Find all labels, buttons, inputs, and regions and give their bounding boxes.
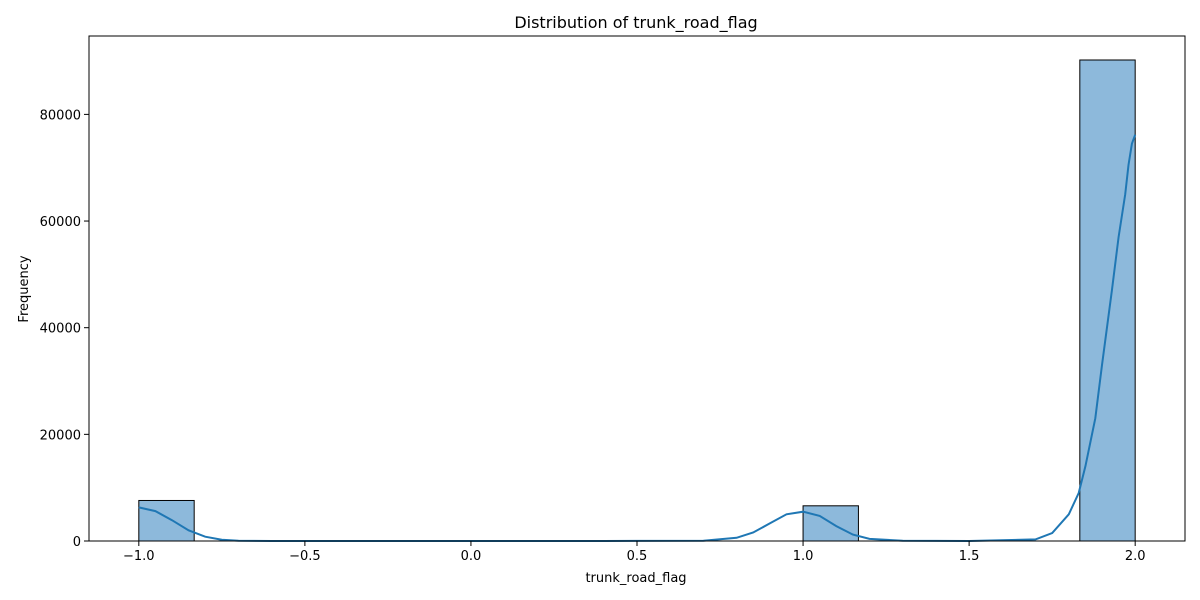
y-tick-label: 20000 [40, 428, 81, 443]
x-tick-label: −1.0 [123, 549, 155, 564]
x-tick-label: 1.5 [959, 549, 980, 564]
x-axis-ticks: −1.0 −0.5 0.0 0.5 1.0 1.5 2.0 [123, 541, 1146, 564]
y-tick-label: 80000 [40, 108, 81, 123]
x-axis-title: trunk_road_flag [585, 571, 686, 586]
histogram-bar [1079, 59, 1136, 542]
x-tick-label: 0.5 [627, 549, 648, 564]
x-tick-label: 0.0 [461, 549, 482, 564]
x-tick-label: 2.0 [1125, 549, 1146, 564]
histogram-bar [138, 499, 195, 542]
y-tick-label: 40000 [40, 322, 81, 337]
y-tick-label: 60000 [40, 215, 81, 230]
bars-group [138, 59, 1136, 542]
kde-curve [138, 134, 1137, 543]
y-tick-label: 0 [73, 535, 81, 550]
y-axis-ticks: 0 20000 40000 60000 80000 [40, 108, 89, 550]
y-axis-title: Frequency [17, 255, 32, 322]
plot-area-frame [88, 35, 1186, 542]
x-tick-label: 1.0 [793, 549, 814, 564]
chart-title: Distribution of trunk_road_flag [514, 13, 757, 33]
x-tick-label: −0.5 [289, 549, 321, 564]
